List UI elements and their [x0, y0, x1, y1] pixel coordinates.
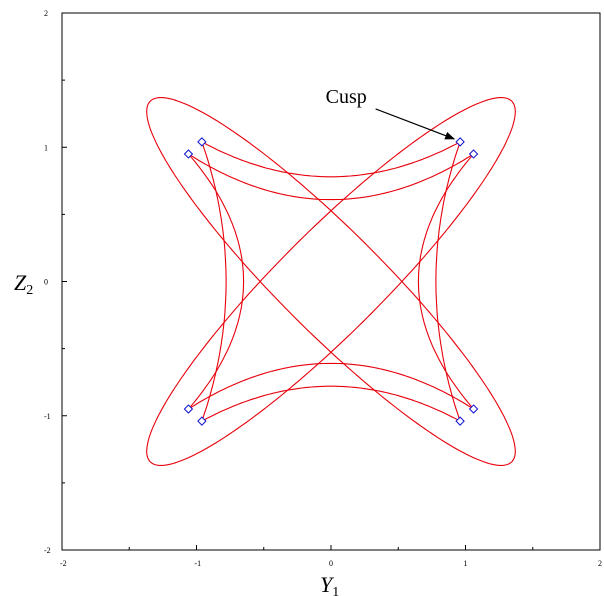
series-cusp-curve-8	[417, 153, 475, 410]
cusp-marker-6	[455, 416, 465, 426]
x-axis-title: Y1	[320, 572, 339, 596]
x-tick-label-1: -1	[195, 559, 202, 568]
series-ellipse-0	[146, 97, 516, 466]
cusp-marker-2	[455, 137, 465, 147]
x-tick-label-2: 0	[329, 559, 333, 568]
ticks-layer: -2 -1 0 1 2 -2 -1 0 1 2	[44, 9, 602, 568]
series-cusp-curve-5	[188, 362, 474, 410]
x-tick-label-4: 2	[598, 559, 602, 568]
y-tick-label-2: 0	[44, 278, 48, 287]
cusp-marker-0	[197, 137, 207, 147]
y-axis-title: Z2	[14, 270, 33, 298]
x-tick-label-0: -2	[60, 559, 67, 568]
annotation-arrow-0	[375, 108, 456, 140]
curves-layer	[146, 97, 516, 466]
series-ellipse-1	[146, 97, 516, 466]
series-cusp-curve-6	[187, 153, 245, 410]
y-tick-label-1: -1	[44, 412, 51, 421]
x-tick-label-3: 1	[464, 559, 468, 568]
series-cusp-curve-4	[201, 385, 461, 422]
annotation-text-0: Cusp	[326, 86, 367, 108]
series-cusp-curve-3	[188, 153, 474, 201]
series-cusp-curve-2	[201, 141, 461, 178]
cusp-marker-7	[468, 404, 479, 414]
series-cusp-curve-7	[201, 141, 227, 422]
cusp-marker-5	[197, 416, 207, 426]
series-cusp-curve-9	[435, 141, 461, 422]
annotation-layer: Cusp	[326, 86, 456, 140]
markers-layer	[183, 137, 479, 426]
cusp-marker-1	[183, 149, 194, 159]
cusp-marker-4	[183, 404, 194, 414]
y-tick-label-0: -2	[44, 546, 51, 555]
cusp-marker-3	[468, 149, 479, 159]
y-tick-label-3: 1	[44, 143, 48, 152]
y-tick-label-4: 2	[44, 9, 48, 18]
